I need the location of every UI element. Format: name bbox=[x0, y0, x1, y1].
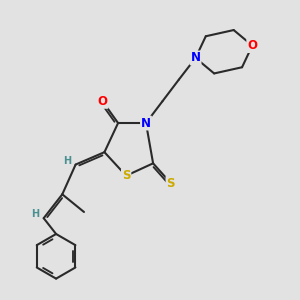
Text: H: H bbox=[63, 156, 71, 166]
Text: S: S bbox=[167, 177, 175, 190]
Text: S: S bbox=[122, 169, 130, 182]
Text: O: O bbox=[98, 95, 108, 108]
Text: N: N bbox=[141, 116, 151, 130]
Text: N: N bbox=[190, 51, 201, 64]
Text: H: H bbox=[31, 209, 39, 220]
Text: O: O bbox=[247, 39, 257, 52]
